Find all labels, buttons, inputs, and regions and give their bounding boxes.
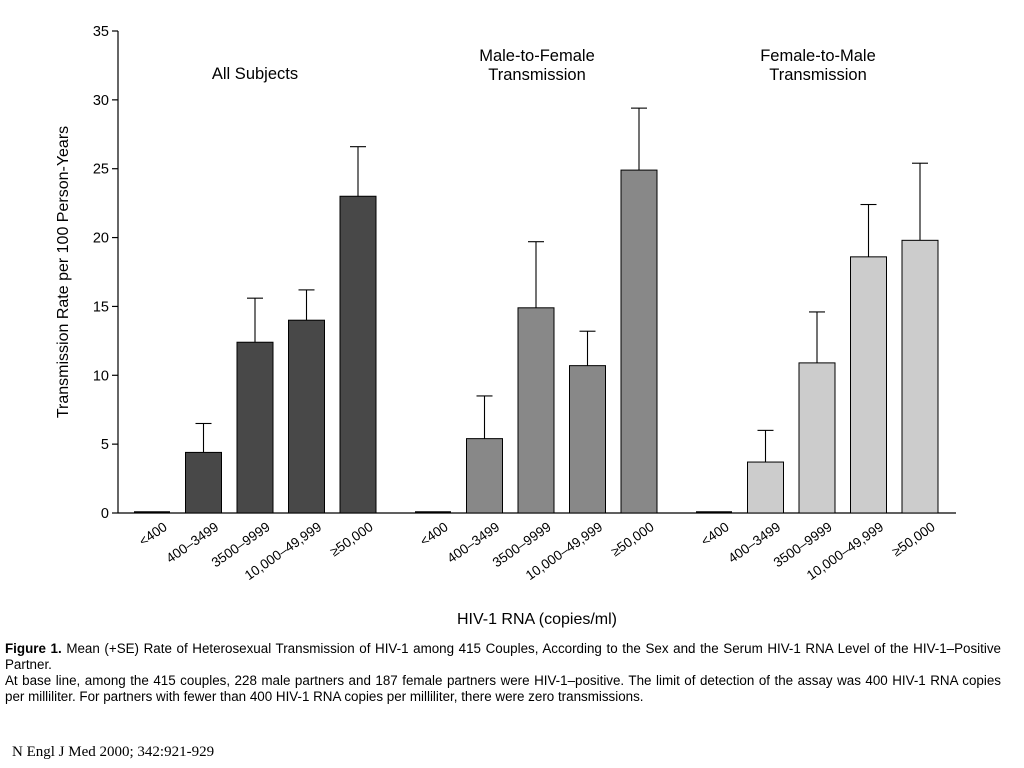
bar <box>850 256 887 514</box>
x-tick-label: <400 <box>698 519 732 549</box>
bar <box>466 438 503 514</box>
bar <box>288 319 325 514</box>
group-title: All Subjects <box>212 65 298 83</box>
bar <box>339 195 377 514</box>
y-tick-label: 20 <box>93 231 109 247</box>
y-tick-label: 25 <box>93 162 109 178</box>
y-tick-label: 5 <box>101 437 109 453</box>
y-axis-label: Transmission Rate per 100 Person-Years <box>55 126 72 418</box>
y-tick-label: 30 <box>93 93 109 109</box>
bar <box>620 169 658 514</box>
caption-label: Figure 1. <box>5 641 62 656</box>
bar <box>236 341 274 514</box>
bar <box>569 365 606 514</box>
figure-caption: Figure 1. Mean (+SE) Rate of Heterosexua… <box>5 641 1001 705</box>
group-titles: All SubjectsMale-to-FemaleTransmissionFe… <box>212 47 876 84</box>
transmission-rate-bar-chart: 0 5 10 15 20 25 30 35 All Subjects Male-to-Femal… <box>55 24 956 628</box>
group-title: Transmission <box>488 66 586 84</box>
citation: N Engl J Med 2000; 342:921-929 <box>12 744 215 760</box>
y-tick-label: 10 <box>93 368 109 384</box>
group-title: Female-to-Male <box>760 47 876 65</box>
y-tick-label: 35 <box>93 24 109 40</box>
bar <box>798 362 836 514</box>
y-tick-label: 15 <box>93 299 109 315</box>
group-title: Transmission <box>769 66 867 84</box>
x-tick-label: <400 <box>417 519 451 549</box>
bar <box>747 461 784 514</box>
caption-title: Mean (+SE) Rate of Heterosexual Transmis… <box>5 641 1001 672</box>
x-axis-label: HIV-1 RNA (copies/ml) <box>457 611 617 628</box>
bar <box>185 451 222 514</box>
chart-bars <box>134 107 939 514</box>
x-tick-label: ≥50,000 <box>327 519 375 559</box>
caption-heading: Figure 1. Mean (+SE) Rate of Heterosexua… <box>5 641 1001 673</box>
x-tick-label: ≥50,000 <box>889 519 937 559</box>
caption-body: At base line, among the 415 couples, 228… <box>5 673 1001 704</box>
bar <box>517 307 555 514</box>
x-tick-label: ≥50,000 <box>608 519 656 559</box>
x-tick-label: <400 <box>136 519 170 549</box>
y-tick-label: 0 <box>101 506 109 522</box>
group-title: Male-to-Female <box>479 47 595 65</box>
bar <box>901 239 939 514</box>
